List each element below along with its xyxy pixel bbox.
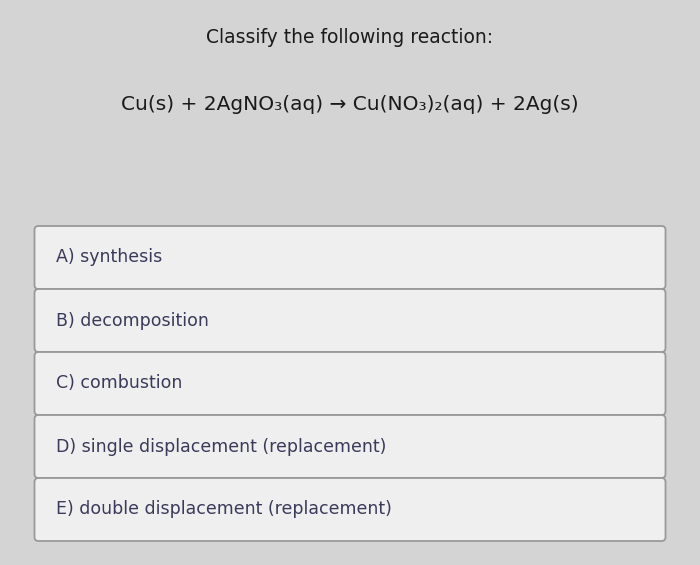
Text: B) decomposition: B) decomposition — [57, 311, 209, 329]
Text: C) combustion: C) combustion — [57, 375, 183, 393]
Text: Cu(s) + 2AgNO₃(aq) → Cu(NO₃)₂(aq) + 2Ag(s): Cu(s) + 2AgNO₃(aq) → Cu(NO₃)₂(aq) + 2Ag(… — [121, 95, 579, 114]
FancyBboxPatch shape — [34, 478, 666, 541]
Text: Classify the following reaction:: Classify the following reaction: — [206, 28, 494, 47]
Text: E) double displacement (replacement): E) double displacement (replacement) — [57, 501, 393, 519]
Text: D) single displacement (replacement): D) single displacement (replacement) — [57, 437, 387, 455]
FancyBboxPatch shape — [34, 352, 666, 415]
FancyBboxPatch shape — [34, 226, 666, 289]
FancyBboxPatch shape — [34, 415, 666, 478]
FancyBboxPatch shape — [34, 289, 666, 352]
Text: A) synthesis: A) synthesis — [57, 249, 162, 267]
